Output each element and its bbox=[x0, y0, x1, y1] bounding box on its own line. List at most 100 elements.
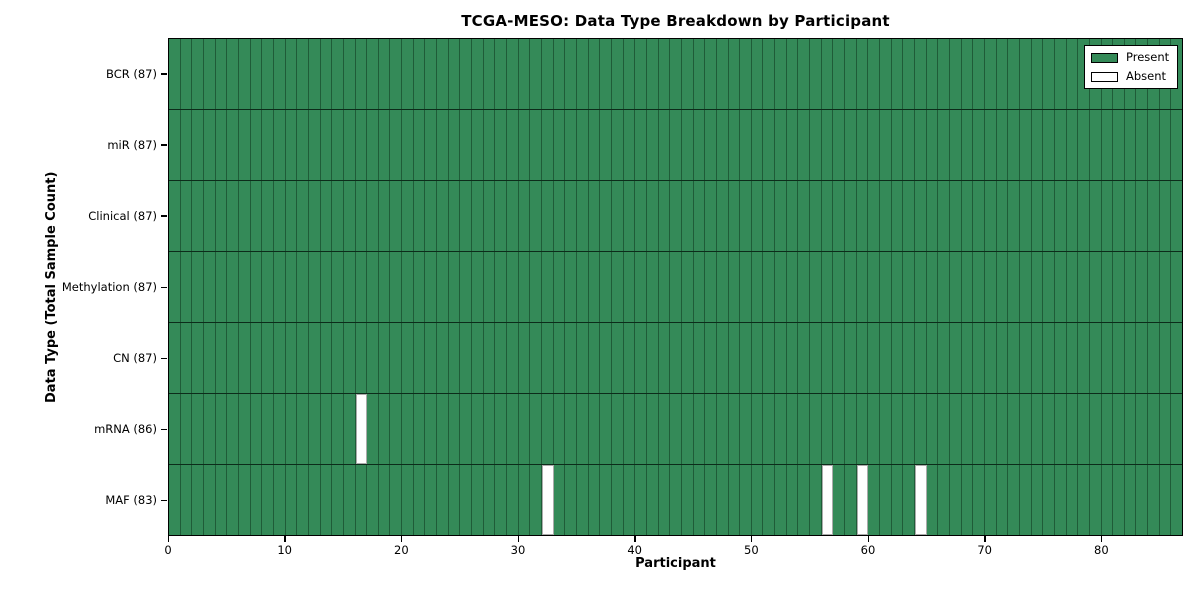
x-tick-label-10: 10 bbox=[277, 543, 292, 557]
present-cell-Methylation-50 bbox=[751, 252, 764, 322]
present-cell-CN-68 bbox=[961, 323, 974, 393]
present-cell-miR-36 bbox=[588, 110, 601, 180]
present-cell-MAF-72 bbox=[1008, 465, 1020, 535]
present-cell-MAF-41 bbox=[646, 465, 659, 535]
present-cell-MAF-68 bbox=[961, 465, 974, 535]
legend-item-present: Present bbox=[1091, 51, 1171, 64]
present-cell-mRNA-63 bbox=[903, 394, 915, 464]
present-cell-MAF-50 bbox=[751, 465, 764, 535]
present-cell-CN-18 bbox=[378, 323, 391, 393]
present-cell-BCR-29 bbox=[507, 39, 519, 109]
present-cell-CN-2 bbox=[192, 323, 204, 393]
y-tick-mark bbox=[161, 73, 167, 75]
present-cell-CN-56 bbox=[821, 323, 834, 393]
present-cell-Clinical-43 bbox=[670, 181, 682, 251]
present-cell-CN-43 bbox=[670, 323, 682, 393]
present-cell-mRNA-84 bbox=[1148, 394, 1160, 464]
present-cell-BCR-27 bbox=[483, 39, 496, 109]
present-cell-Methylation-69 bbox=[973, 252, 985, 322]
present-cell-MAF-14 bbox=[332, 465, 344, 535]
present-cell-Clinical-29 bbox=[507, 181, 519, 251]
present-cell-mRNA-75 bbox=[1043, 394, 1055, 464]
present-cell-mRNA-9 bbox=[273, 394, 286, 464]
present-cell-mRNA-11 bbox=[297, 394, 309, 464]
present-cell-MAF-40 bbox=[635, 465, 647, 535]
present-cell-CN-78 bbox=[1078, 323, 1090, 393]
present-cell-CN-25 bbox=[460, 323, 473, 393]
present-cell-Methylation-56 bbox=[821, 252, 834, 322]
present-cell-Methylation-85 bbox=[1159, 252, 1172, 322]
present-cell-mRNA-33 bbox=[553, 394, 566, 464]
present-cell-MAF-39 bbox=[623, 465, 636, 535]
present-cell-BCR-34 bbox=[565, 39, 577, 109]
present-cell-Methylation-7 bbox=[250, 252, 263, 322]
present-cell-CN-63 bbox=[903, 323, 915, 393]
present-cell-mRNA-81 bbox=[1113, 394, 1125, 464]
absent-cell-MAF-32 bbox=[542, 465, 554, 535]
y-tick-label-miR: miR (87) bbox=[107, 137, 157, 152]
present-cell-miR-77 bbox=[1066, 110, 1079, 180]
present-cell-Methylation-1 bbox=[180, 252, 193, 322]
present-cell-miR-69 bbox=[973, 110, 985, 180]
present-cell-Clinical-46 bbox=[705, 181, 717, 251]
present-cell-Clinical-52 bbox=[775, 181, 787, 251]
present-cell-mRNA-35 bbox=[576, 394, 589, 464]
row-BCR bbox=[169, 39, 1183, 110]
x-tick-mark bbox=[400, 536, 403, 542]
present-cell-mRNA-78 bbox=[1078, 394, 1090, 464]
present-cell-Clinical-10 bbox=[285, 181, 298, 251]
present-cell-Clinical-82 bbox=[1124, 181, 1137, 251]
present-cell-miR-0 bbox=[169, 110, 181, 180]
present-cell-Clinical-84 bbox=[1148, 181, 1160, 251]
present-cell-BCR-38 bbox=[611, 39, 624, 109]
present-cell-Methylation-78 bbox=[1078, 252, 1090, 322]
present-cell-Methylation-18 bbox=[378, 252, 391, 322]
present-cell-mRNA-64 bbox=[915, 394, 927, 464]
present-cell-Methylation-26 bbox=[472, 252, 484, 322]
present-cell-CN-44 bbox=[681, 323, 694, 393]
present-cell-CN-55 bbox=[810, 323, 822, 393]
present-cell-miR-52 bbox=[775, 110, 787, 180]
present-cell-miR-25 bbox=[460, 110, 473, 180]
present-cell-BCR-52 bbox=[775, 39, 787, 109]
present-cell-Clinical-74 bbox=[1031, 181, 1044, 251]
x-tick-label-0: 0 bbox=[164, 543, 172, 557]
present-cell-Methylation-52 bbox=[775, 252, 787, 322]
present-cell-Clinical-45 bbox=[693, 181, 706, 251]
present-cell-BCR-25 bbox=[460, 39, 473, 109]
present-cell-Clinical-19 bbox=[390, 181, 403, 251]
y-tick-mark bbox=[161, 357, 167, 360]
present-cell-BCR-39 bbox=[623, 39, 636, 109]
present-cell-BCR-59 bbox=[856, 39, 869, 109]
present-cell-Methylation-71 bbox=[996, 252, 1009, 322]
present-cell-CN-69 bbox=[973, 323, 985, 393]
present-cell-Methylation-22 bbox=[425, 252, 438, 322]
present-cell-mRNA-2 bbox=[192, 394, 204, 464]
present-cell-Methylation-65 bbox=[926, 252, 939, 322]
present-cell-CN-36 bbox=[588, 323, 601, 393]
present-cell-Methylation-41 bbox=[646, 252, 659, 322]
legend: Present Absent bbox=[1084, 45, 1178, 89]
present-cell-MAF-65 bbox=[926, 465, 939, 535]
present-cell-Clinical-61 bbox=[880, 181, 892, 251]
present-cell-MAF-21 bbox=[413, 465, 426, 535]
present-cell-mRNA-39 bbox=[623, 394, 636, 464]
present-cell-mRNA-49 bbox=[740, 394, 752, 464]
present-cell-MAF-69 bbox=[973, 465, 985, 535]
present-cell-mRNA-4 bbox=[215, 394, 228, 464]
present-cell-miR-27 bbox=[483, 110, 496, 180]
present-cell-Clinical-68 bbox=[961, 181, 974, 251]
present-cell-miR-24 bbox=[448, 110, 461, 180]
present-cell-Methylation-53 bbox=[786, 252, 799, 322]
present-cell-CN-9 bbox=[273, 323, 286, 393]
present-cell-CN-15 bbox=[343, 323, 356, 393]
present-cell-Clinical-36 bbox=[588, 181, 601, 251]
present-cell-BCR-42 bbox=[658, 39, 671, 109]
present-cell-BCR-1 bbox=[180, 39, 193, 109]
present-cell-BCR-30 bbox=[518, 39, 531, 109]
present-cell-mRNA-68 bbox=[961, 394, 974, 464]
present-cell-miR-29 bbox=[507, 110, 519, 180]
present-cell-Clinical-21 bbox=[413, 181, 426, 251]
present-cell-mRNA-59 bbox=[856, 394, 869, 464]
present-cell-Methylation-68 bbox=[961, 252, 974, 322]
